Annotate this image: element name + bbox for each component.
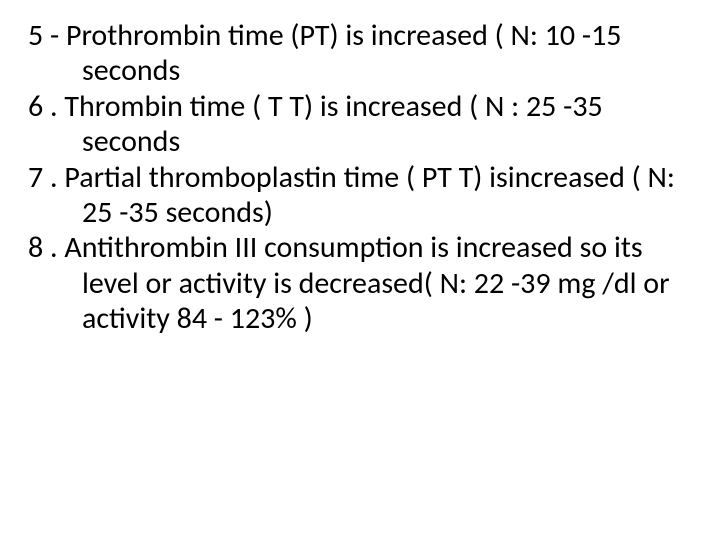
list-item: 7 . Partial thromboplastin time ( PT T) … [28,160,684,231]
slide-body: 5 - Prothrombin time (PT) is increased (… [0,0,720,540]
list-item: 5 - Prothrombin time (PT) is increased (… [28,18,684,89]
list-item: 8 . Antithrombin III consumption is incr… [28,230,684,336]
list-item: 6 . Thrombin time ( T T) is increased ( … [28,89,684,160]
